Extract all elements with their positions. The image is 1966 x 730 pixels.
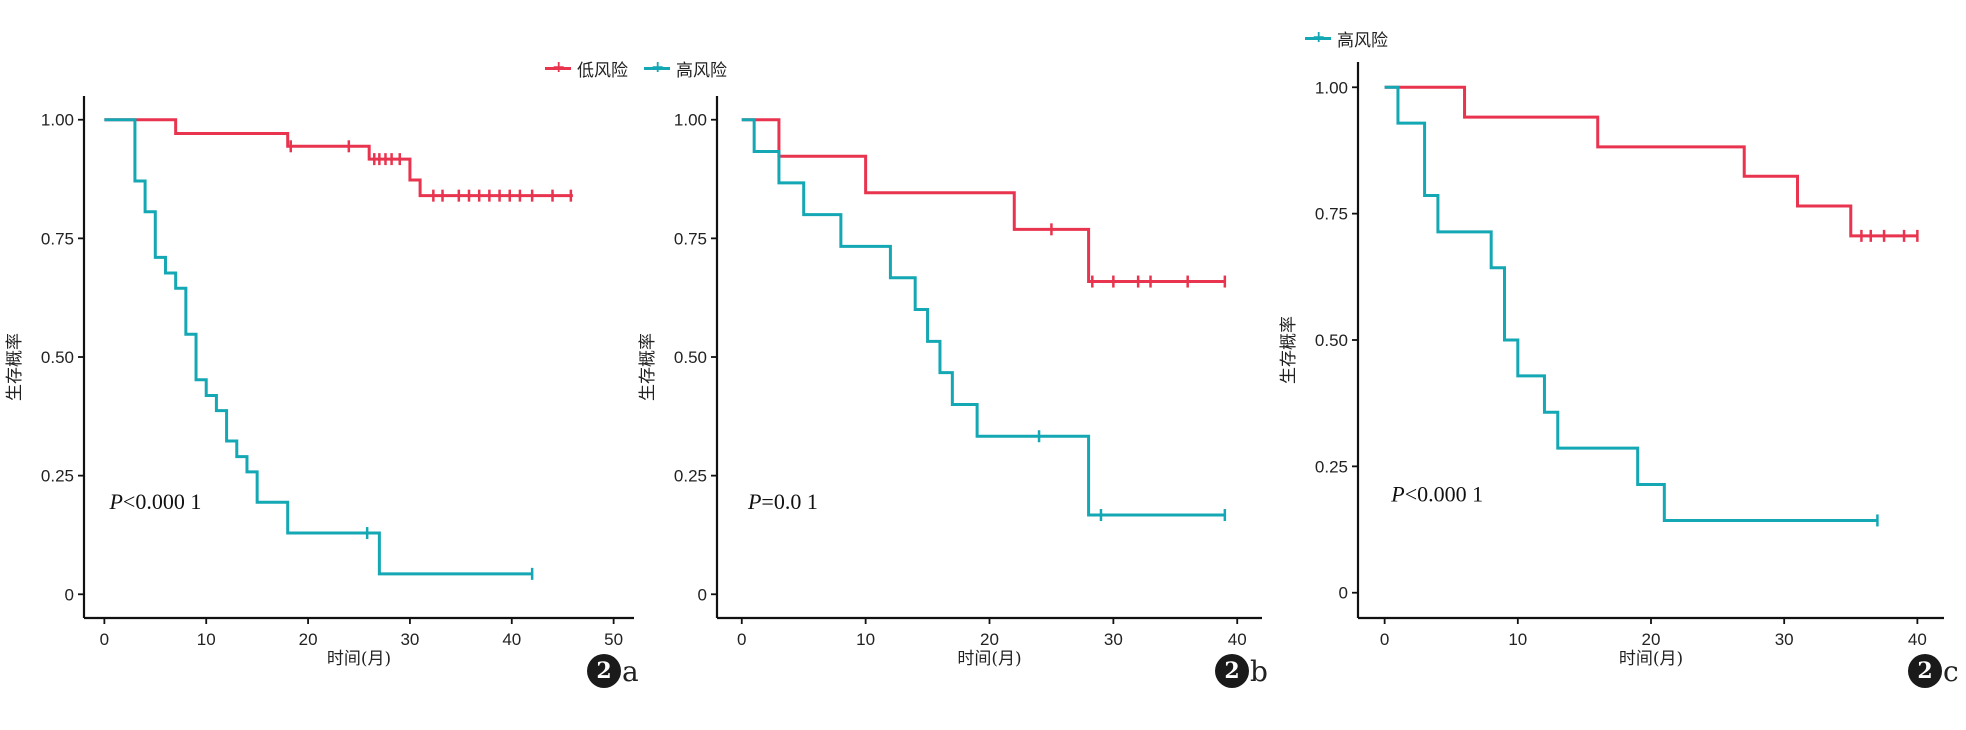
- legend-a: 低风险 高风险: [545, 56, 743, 81]
- y-tick-label: 0: [1339, 584, 1348, 603]
- x-tick-label: 10: [856, 630, 875, 649]
- legend-label-high: 高风险: [676, 61, 727, 81]
- panel-label-a: 2 a: [587, 654, 639, 688]
- y-axis-label: 生存概率: [5, 333, 25, 401]
- y-tick-label: 0: [65, 585, 74, 604]
- x-tick-label: 20: [1642, 630, 1661, 649]
- y-tick-label: 0.50: [1315, 331, 1348, 350]
- x-axis-label: 时间(月): [1619, 649, 1683, 669]
- y-tick-label: 0.50: [674, 348, 707, 367]
- x-tick-label: 20: [980, 630, 999, 649]
- legend-c: 高风险: [1305, 26, 1404, 51]
- p-value-text: P=0.0 1: [747, 489, 818, 514]
- panel-label-b: 2 b: [1215, 654, 1268, 688]
- x-axis-label: 时间(月): [327, 649, 391, 669]
- x-tick-label: 30: [1104, 630, 1123, 649]
- y-tick-label: 0.25: [41, 467, 74, 486]
- legend-item-low-risk: 低风险: [545, 56, 628, 81]
- legend-swatch-low: [545, 57, 571, 76]
- km-curve-low-risk: [104, 118, 573, 198]
- x-tick-label: 10: [197, 630, 216, 649]
- x-tick-label: 0: [737, 630, 746, 649]
- y-tick-label: 0.75: [41, 229, 74, 248]
- x-tick-label: 0: [1380, 630, 1389, 649]
- p-value-text: P<0.000 1: [1390, 482, 1483, 507]
- y-tick-label: 0: [698, 585, 707, 604]
- x-tick-label: 40: [1908, 630, 1927, 649]
- y-axis-label: 生存概率: [638, 333, 658, 401]
- y-tick-label: 0.75: [674, 229, 707, 248]
- y-tick-label: 0.75: [1315, 205, 1348, 224]
- km-curve-low-risk: [741, 118, 1225, 284]
- panel-number-b: 2: [1215, 654, 1249, 688]
- x-tick-label: 40: [502, 630, 521, 649]
- panel-letter-b: b: [1250, 654, 1268, 688]
- legend-item-high-risk-c: 高风险: [1305, 26, 1388, 51]
- legend-item-high-risk: 高风险: [644, 56, 727, 81]
- y-tick-label: 1.00: [1315, 78, 1348, 97]
- panel-letter-a: a: [622, 654, 639, 688]
- panel-a: 0 0.25 0.50 0.75 1.00 0 10 20 30 40 50 时间(月) 生存概率 P<0…: [5, 96, 634, 669]
- km-curve-high-risk: [104, 118, 533, 576]
- x-tick-label: 50: [604, 630, 623, 649]
- p-value-text: P<0.000 1: [108, 489, 201, 514]
- y-tick-label: 1.00: [674, 111, 707, 130]
- x-tick-label: 20: [299, 630, 318, 649]
- km-curve-low-risk: [1384, 85, 1918, 238]
- y-tick-label: 0.25: [674, 467, 707, 486]
- km-curve-high-risk: [741, 118, 1225, 517]
- y-axis-label: 生存概率: [1279, 316, 1299, 384]
- panel-letter-c: c: [1943, 654, 1959, 688]
- panel-number-c: 2: [1908, 654, 1942, 688]
- legend-label-high-c: 高风险: [1337, 31, 1388, 51]
- y-tick-label: 1.00: [41, 111, 74, 130]
- panel-c: 0 0.25 0.50 0.75 1.00 0 10 20 30 40 时间(月) 生存概率 P<0.0…: [1279, 62, 1944, 669]
- x-tick-label: 30: [400, 630, 419, 649]
- x-tick-label: 10: [1508, 630, 1527, 649]
- x-tick-label: 40: [1228, 630, 1247, 649]
- panel-b: 0 0.25 0.50 0.75 1.00 0 10 20 30 40 时间(月) 生存概率 P=0.0…: [638, 96, 1262, 669]
- panel-label-c: 2 c: [1908, 654, 1959, 688]
- y-tick-label: 0.50: [41, 348, 74, 367]
- x-tick-label: 0: [100, 630, 109, 649]
- legend-swatch-high: [644, 57, 670, 76]
- x-tick-label: 30: [1775, 630, 1794, 649]
- panel-number-a: 2: [587, 654, 621, 688]
- x-axis-label: 时间(月): [957, 649, 1021, 669]
- km-curve-high-risk: [1384, 85, 1878, 522]
- legend-label-low: 低风险: [577, 61, 628, 81]
- legend-swatch-high-c: [1305, 27, 1331, 46]
- y-tick-label: 0.25: [1315, 457, 1348, 476]
